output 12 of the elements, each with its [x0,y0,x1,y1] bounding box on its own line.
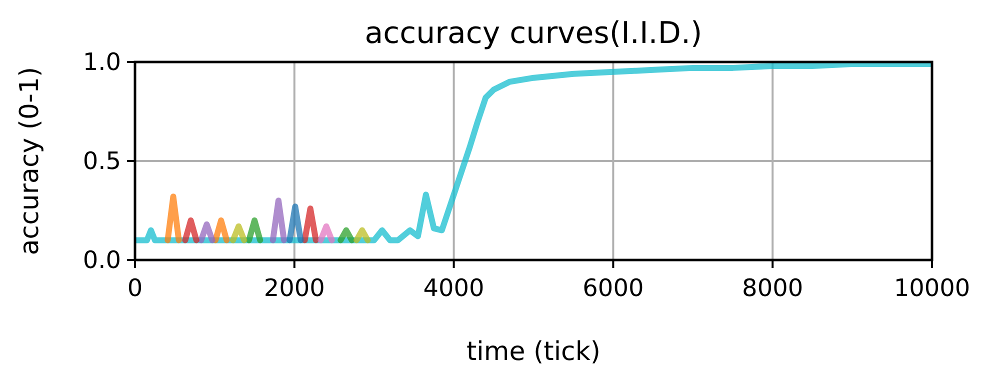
chart-title: accuracy curves(I.I.D.) [364,16,702,51]
x-tick-label: 2000 [264,274,325,302]
y-tick-label: 1.0 [82,48,121,76]
x-tick-label: 6000 [582,274,644,302]
y-axis-title: accuracy (0-1) [15,66,45,256]
x-tick-label: 8000 [742,274,804,302]
x-axis-title: time (tick) [466,337,601,367]
y-tick-label: 0.0 [82,246,121,274]
x-tick-label: 0 [127,274,143,302]
y-tick-label: 0.5 [82,147,121,175]
x-tick-label: 4000 [423,274,484,302]
x-tick-label: 10000 [894,274,970,302]
